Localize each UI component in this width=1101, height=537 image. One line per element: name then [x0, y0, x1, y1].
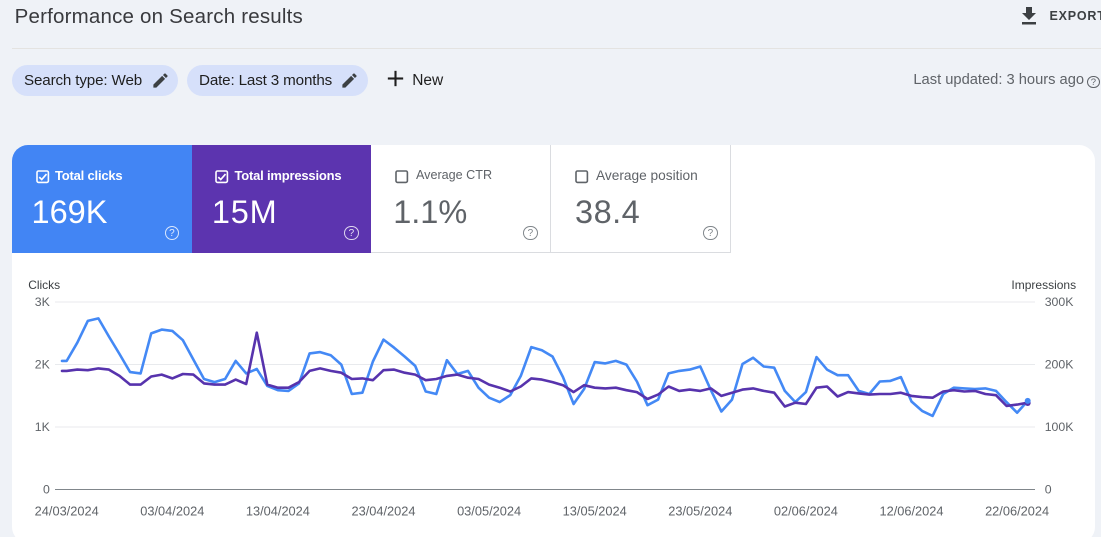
svg-text:0: 0 — [43, 483, 50, 497]
svg-text:3K: 3K — [35, 295, 51, 309]
svg-text:2K: 2K — [35, 358, 51, 372]
svg-text:23/04/2024: 23/04/2024 — [351, 504, 415, 519]
svg-text:Impressions: Impressions — [1011, 278, 1076, 292]
svg-text:24/03/2024: 24/03/2024 — [35, 504, 99, 519]
svg-text:13/04/2024: 13/04/2024 — [246, 504, 310, 519]
svg-text:02/06/2024: 02/06/2024 — [774, 504, 838, 519]
svg-text:12/06/2024: 12/06/2024 — [879, 504, 943, 519]
svg-text:0: 0 — [1045, 483, 1052, 497]
svg-text:300K: 300K — [1045, 295, 1075, 309]
svg-text:23/05/2024: 23/05/2024 — [668, 504, 732, 519]
svg-text:22/06/2024: 22/06/2024 — [985, 504, 1049, 519]
svg-text:03/04/2024: 03/04/2024 — [140, 504, 204, 519]
svg-text:1K: 1K — [35, 420, 51, 434]
svg-text:100K: 100K — [1045, 420, 1075, 434]
svg-text:Clicks: Clicks — [28, 278, 60, 292]
svg-text:200K: 200K — [1045, 358, 1075, 372]
svg-text:13/05/2024: 13/05/2024 — [563, 504, 627, 519]
svg-text:03/05/2024: 03/05/2024 — [457, 504, 521, 519]
